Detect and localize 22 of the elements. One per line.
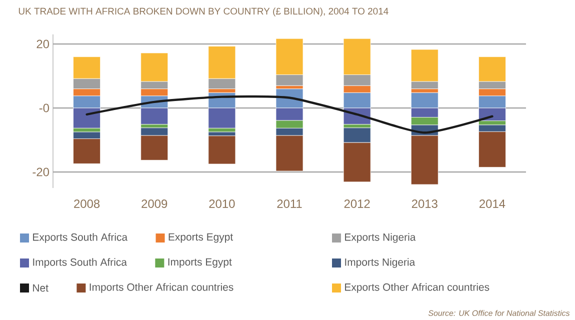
legend-label: Imports Egypt bbox=[168, 258, 232, 268]
legend-label: Exports South Africa bbox=[33, 233, 128, 243]
x-tick-label: 2011 bbox=[277, 200, 302, 208]
y-tick-label: 20 bbox=[36, 40, 50, 48]
chart-title: UK TRADE WITH AFRICA BROKEN DOWN BY COUNTRY (£ BILLION), 2004 TO 2014 bbox=[18, 8, 388, 16]
x-tick-label: 2012 bbox=[344, 200, 370, 208]
x-tick-label: 2013 bbox=[412, 200, 438, 208]
x-tick-label: 2009 bbox=[142, 200, 168, 208]
y-tick-label: -0 bbox=[39, 104, 50, 112]
x-tick-label: 2008 bbox=[74, 200, 100, 208]
legend-label: Exports Egypt bbox=[168, 233, 233, 243]
legend-label: Exports Other African countries bbox=[345, 283, 490, 293]
legend-label: Exports Nigeria bbox=[345, 233, 416, 243]
legend-label: Imports Other African countries bbox=[90, 283, 234, 293]
x-tick-label: 2014 bbox=[480, 200, 506, 208]
legend-label: Imports Nigeria bbox=[345, 258, 416, 268]
x-tick-label: 2010 bbox=[209, 200, 235, 208]
line-series bbox=[86, 95, 494, 134]
legend-label: Net bbox=[33, 284, 48, 292]
y-tick-label: -20 bbox=[32, 168, 50, 176]
legend-label: Imports South Africa bbox=[33, 258, 127, 268]
bar bbox=[208, 136, 236, 164]
